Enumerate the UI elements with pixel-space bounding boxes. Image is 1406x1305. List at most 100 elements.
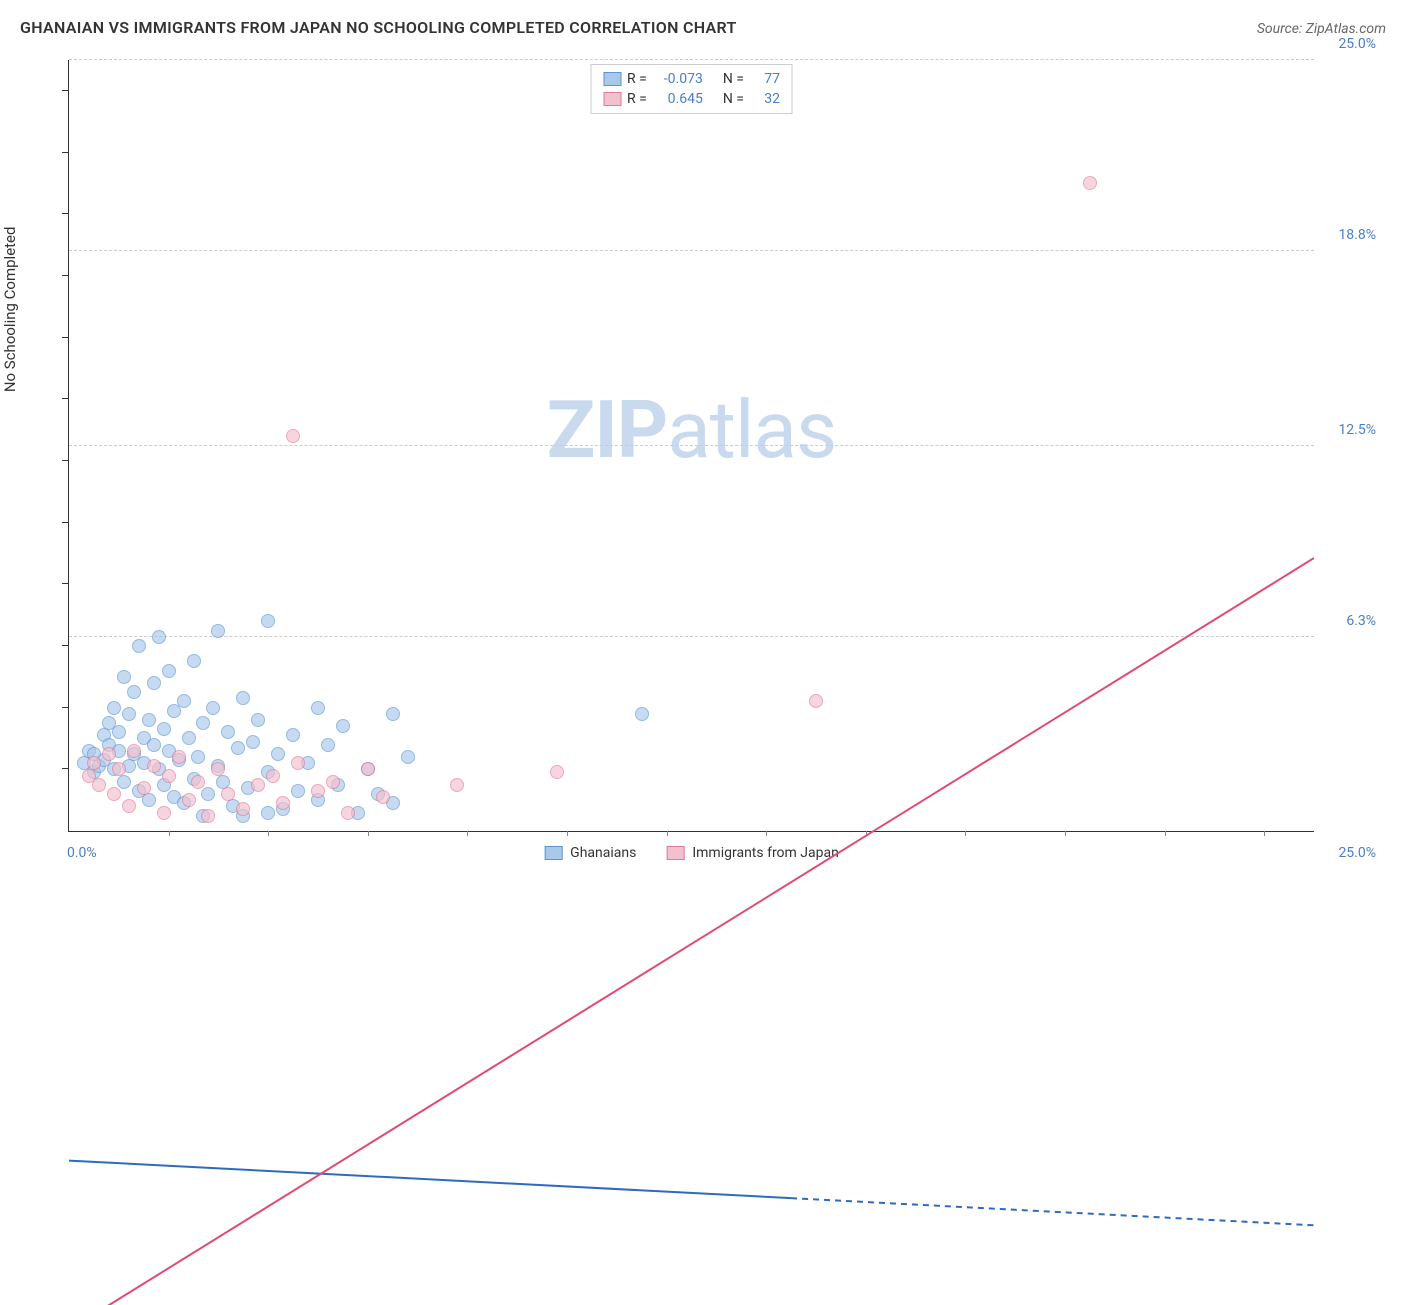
legend-row: R =0.645N =32: [591, 89, 792, 109]
legend-swatch: [666, 846, 684, 860]
y-tick: [62, 398, 69, 399]
gridline-h: [69, 445, 1314, 446]
y-tick: [62, 645, 69, 646]
y-tick: [62, 275, 69, 276]
data-point: [147, 759, 161, 773]
x-tick: [268, 831, 269, 836]
data-point: [177, 694, 191, 708]
data-point: [127, 685, 141, 699]
legend-swatch: [603, 92, 621, 106]
legend-swatch: [603, 72, 621, 86]
x-axis-start-label: 0.0%: [67, 845, 97, 861]
data-point: [221, 725, 235, 739]
y-tick: [62, 337, 69, 338]
x-tick: [467, 831, 468, 836]
data-point: [221, 787, 235, 801]
x-tick: [866, 831, 867, 836]
y-tick: [62, 768, 69, 769]
series-legend: Ghanaians Immigrants from Japan: [544, 845, 839, 861]
x-tick: [667, 831, 668, 836]
y-tick: [62, 583, 69, 584]
data-point: [1083, 176, 1097, 190]
plot-area: ZIPatlas R =-0.073N =77R =0.645N =32 0.0…: [68, 60, 1314, 832]
data-point: [112, 762, 126, 776]
legend-n-value: 77: [750, 71, 780, 87]
data-point: [187, 654, 201, 668]
data-point: [147, 676, 161, 690]
data-point: [266, 769, 280, 783]
data-point: [157, 722, 171, 736]
data-point: [246, 735, 260, 749]
data-point: [107, 701, 121, 715]
chart-container: No Schooling Completed ZIPatlas R =-0.07…: [20, 50, 1386, 882]
data-point: [102, 747, 116, 761]
data-point: [236, 802, 250, 816]
data-point: [286, 728, 300, 742]
gridline-h: [69, 250, 1314, 251]
gridline-h: [69, 59, 1314, 60]
data-point: [251, 778, 265, 792]
watermark-light: atlas: [667, 383, 836, 477]
legend-r-label: R =: [627, 71, 647, 87]
data-point: [401, 750, 415, 764]
data-point: [172, 750, 186, 764]
y-tick: [62, 152, 69, 153]
x-tick: [965, 831, 966, 836]
legend-n-label: N =: [723, 71, 744, 87]
x-tick: [169, 831, 170, 836]
y-tick-label: 18.8%: [1321, 227, 1376, 243]
data-point: [127, 744, 141, 758]
y-tick: [62, 213, 69, 214]
legend-label: Ghanaians: [570, 845, 636, 861]
gridline-h: [69, 636, 1314, 637]
data-point: [550, 765, 564, 779]
data-point: [206, 701, 220, 715]
y-tick: [62, 90, 69, 91]
trend-lines: [69, 60, 1314, 1305]
legend-item: Ghanaians: [544, 845, 636, 861]
data-point: [809, 694, 823, 708]
data-point: [107, 787, 121, 801]
data-point: [122, 707, 136, 721]
y-tick-label: 25.0%: [1321, 36, 1376, 52]
data-point: [311, 784, 325, 798]
data-point: [311, 701, 325, 715]
data-point: [112, 725, 126, 739]
data-point: [261, 614, 275, 628]
data-point: [132, 639, 146, 653]
data-point: [92, 778, 106, 792]
data-point: [142, 793, 156, 807]
y-tick: [62, 460, 69, 461]
data-point: [321, 738, 335, 752]
watermark: ZIPatlas: [547, 383, 836, 477]
data-point: [271, 747, 285, 761]
data-point: [201, 787, 215, 801]
data-point: [386, 707, 400, 721]
data-point: [361, 762, 375, 776]
data-point: [286, 429, 300, 443]
data-point: [117, 775, 131, 789]
legend-r-value: -0.073: [653, 71, 703, 87]
x-tick: [368, 831, 369, 836]
data-point: [211, 624, 225, 638]
correlation-legend: R = -0.073 N = 77 R =0.645N =32: [590, 64, 793, 114]
x-tick: [567, 831, 568, 836]
data-point: [201, 809, 215, 823]
data-point: [291, 784, 305, 798]
y-axis-label: No Schooling Completed: [1, 227, 19, 393]
data-point: [376, 790, 390, 804]
data-point: [87, 756, 101, 770]
y-tick: [62, 522, 69, 523]
legend-item: Immigrants from Japan: [666, 845, 838, 861]
legend-n-value: 32: [750, 91, 780, 107]
data-point: [291, 756, 305, 770]
data-point: [276, 796, 290, 810]
data-point: [635, 707, 649, 721]
y-tick-label: 6.3%: [1321, 613, 1376, 629]
y-tick: [62, 707, 69, 708]
data-point: [191, 775, 205, 789]
data-point: [251, 713, 265, 727]
data-point: [231, 741, 245, 755]
x-tick: [1065, 831, 1066, 836]
watermark-bold: ZIP: [547, 383, 668, 477]
